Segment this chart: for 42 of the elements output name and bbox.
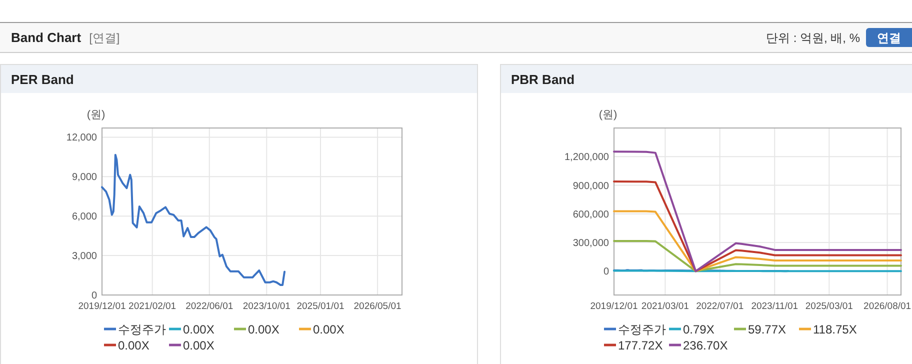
legend-label: 236.70X: [683, 338, 728, 352]
text: [연결]: [89, 31, 120, 45]
text: 단위 : 억원, 배, %: [766, 31, 860, 45]
chart-title: PER Band: [11, 72, 74, 87]
x-tick-label: 2019/12/01: [78, 301, 126, 312]
x-tick-label: 2021/03/01: [641, 301, 689, 312]
legend-label: 0.00X: [183, 322, 214, 336]
legend-label: 177.72X: [618, 338, 663, 352]
legend-label: 수정주가: [618, 322, 666, 336]
y-tick-label: 9,000: [72, 172, 98, 184]
y-tick-label: 300,000: [572, 238, 610, 250]
x-tick-label: 2026/08/01: [864, 301, 912, 312]
x-tick-label: 2019/12/01: [590, 301, 638, 312]
x-tick-label: 2025/01/01: [296, 301, 344, 312]
y-tick-label: 600,000: [572, 209, 610, 220]
y-tick-label: 0: [91, 290, 98, 302]
x-tick-label: 2022/06/01: [186, 301, 234, 312]
x-tick-label: 2022/07/01: [696, 301, 744, 312]
y-tick-label: 900,000: [572, 180, 610, 192]
legend-label: 59.77X: [748, 322, 786, 336]
x-tick-label: 2025/03/01: [805, 301, 853, 312]
y-tick-label: 1,200,000: [564, 152, 610, 164]
legend-label: 0.00X: [183, 338, 214, 352]
y-axis-title: (원): [86, 109, 106, 121]
x-tick-label: 2026/05/01: [354, 301, 402, 312]
legend-label: 118.75X: [813, 322, 857, 336]
legend-label: 수정주가: [118, 322, 166, 336]
chart-title: PBR Band: [511, 72, 575, 87]
x-tick-label: 2021/02/01: [128, 301, 176, 312]
y-tick-label: 6,000: [72, 212, 98, 223]
legend-label: 0.00X: [313, 322, 344, 336]
y-tick-label: 0: [603, 266, 610, 278]
y-tick-label: 3,000: [72, 251, 98, 262]
legend-label: 0.79X: [683, 322, 714, 336]
y-axis-title: (원): [598, 109, 618, 121]
text: 연결: [877, 31, 901, 45]
x-tick-label: 2023/11/01: [751, 301, 798, 312]
legend-label: 0.00X: [248, 322, 280, 336]
legend-label: 0.00X: [118, 338, 150, 352]
x-tick-label: 2023/10/01: [242, 301, 290, 312]
title: Band Chart: [11, 30, 82, 45]
y-tick-label: 12,000: [66, 132, 98, 144]
